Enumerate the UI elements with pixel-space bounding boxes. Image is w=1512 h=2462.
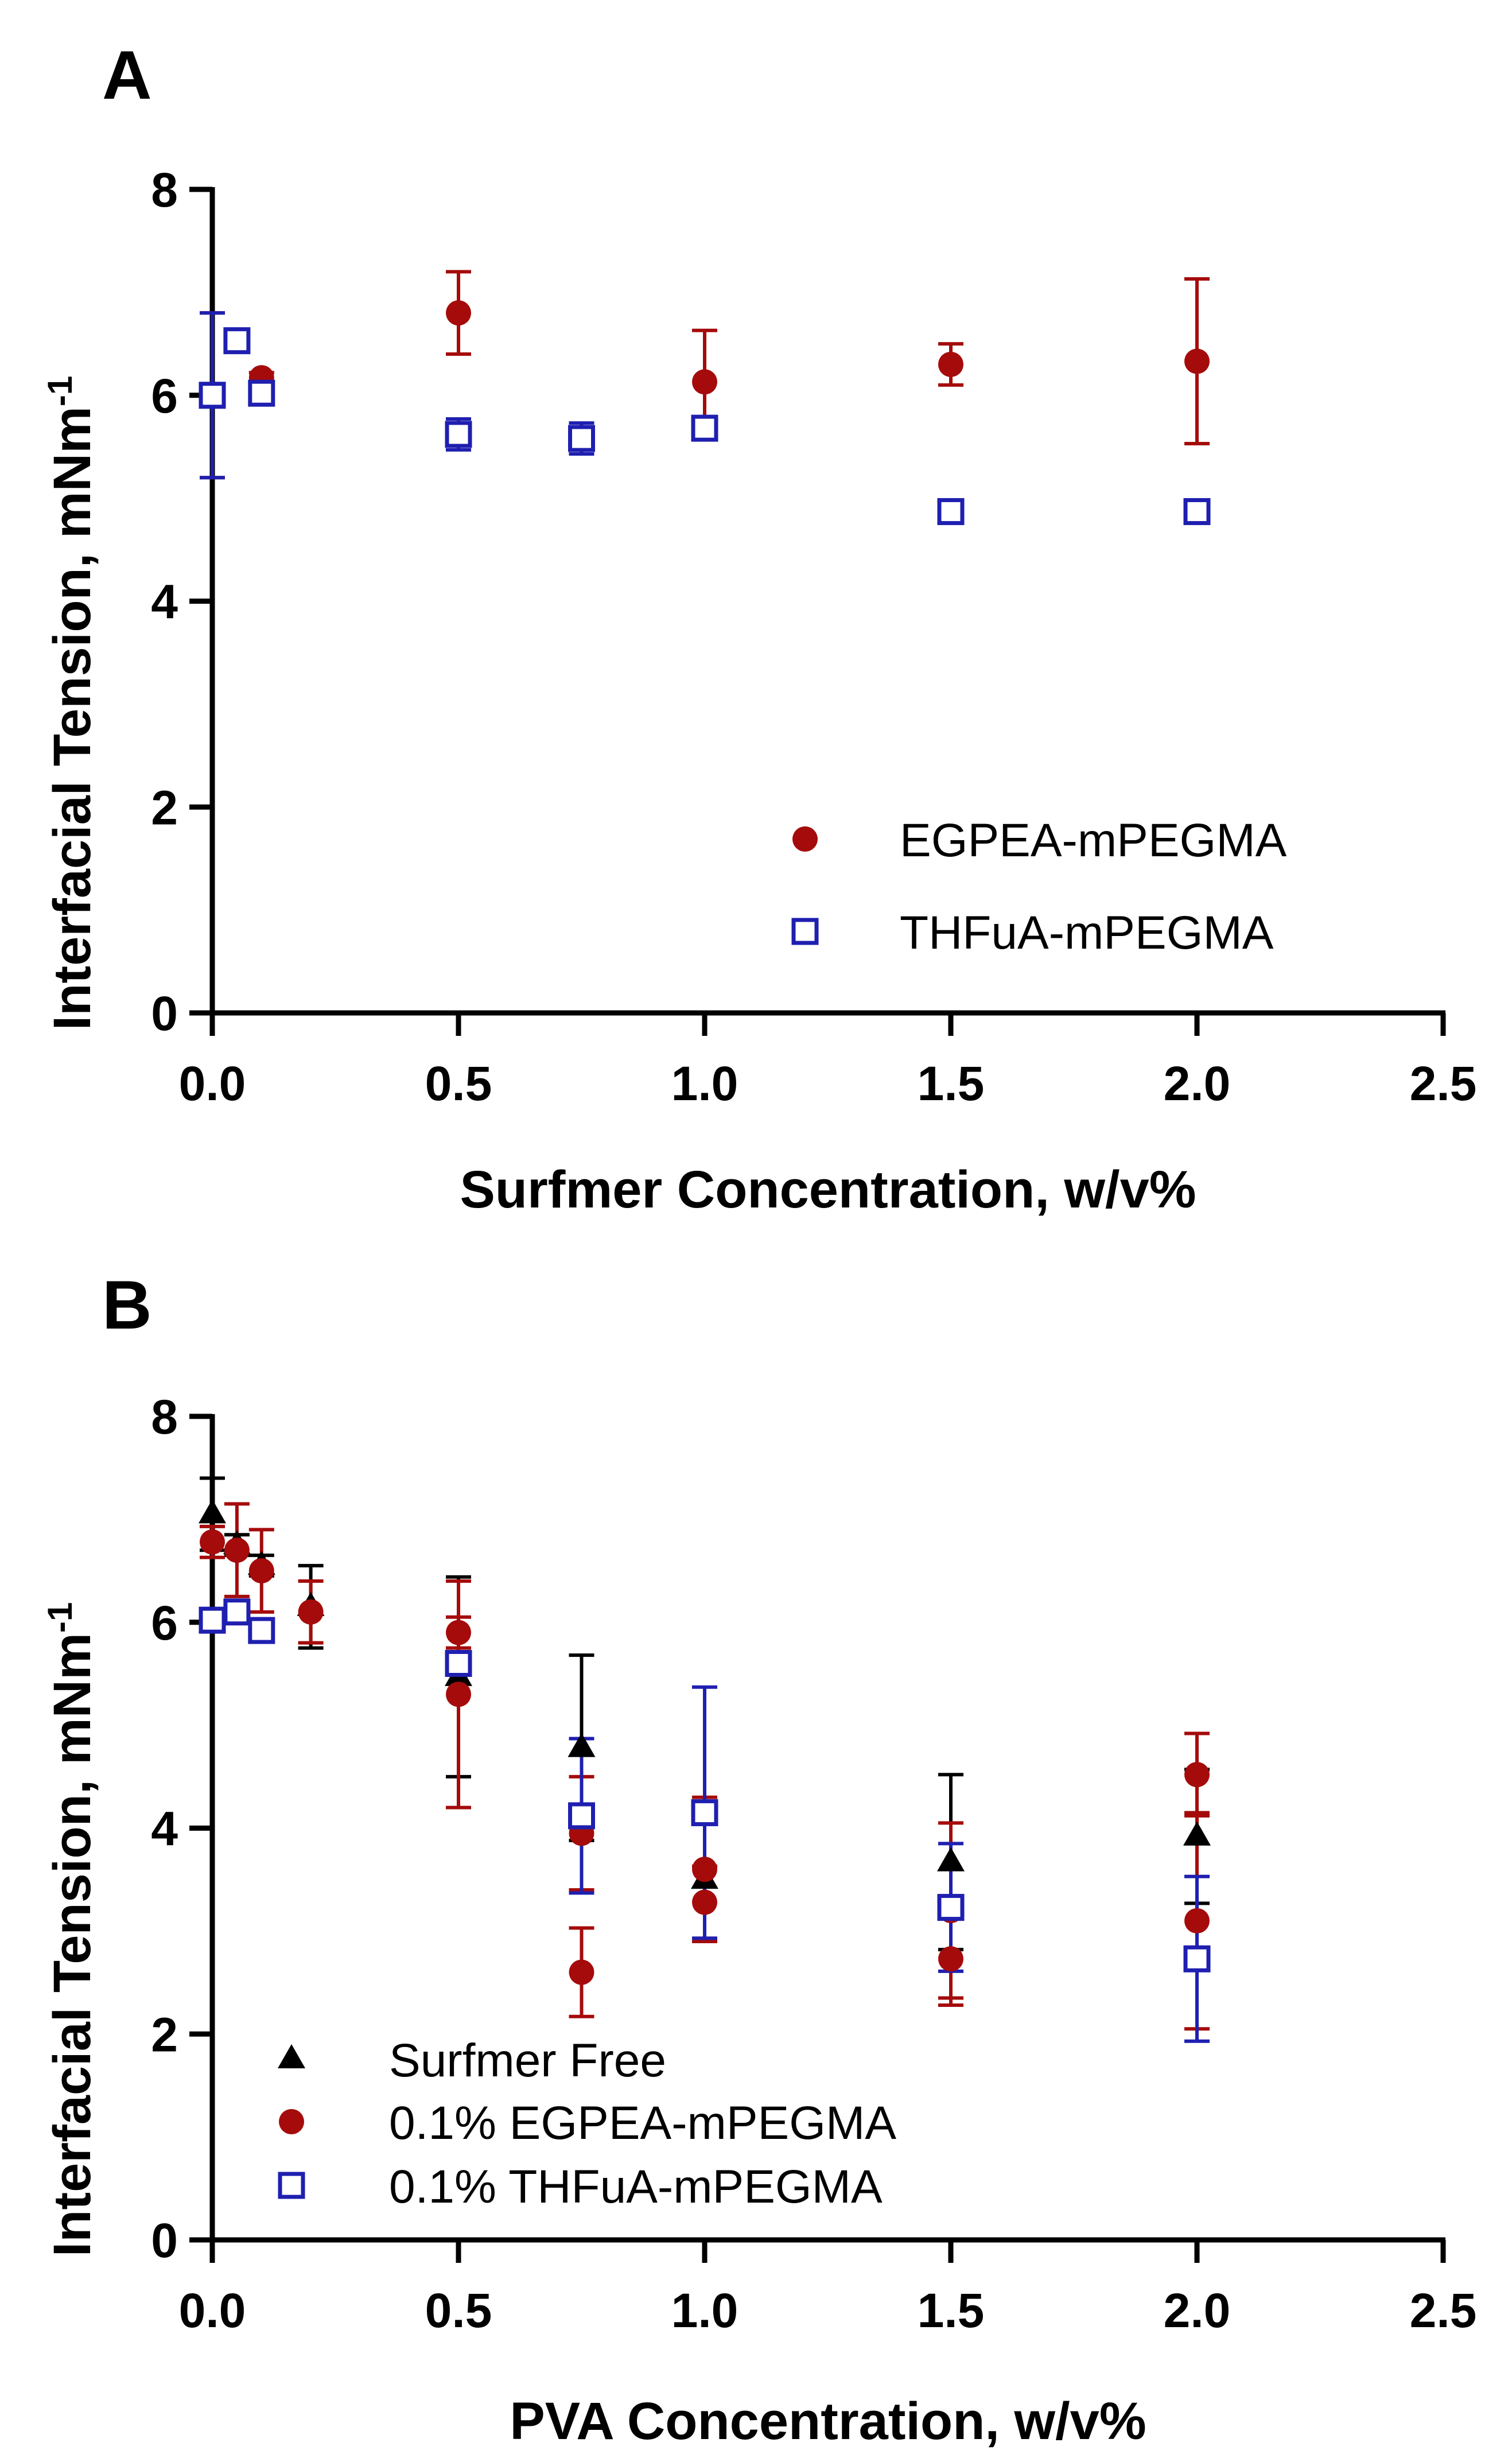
y-tick-label-a: 6 (151, 369, 178, 423)
y-axis-label-a-sup: -1 (41, 376, 79, 406)
data-point-a-thfua (1183, 498, 1211, 525)
data-point-b-egpea (224, 1537, 250, 1563)
x-tick-label-b: 1.5 (918, 2284, 985, 2337)
legend-a-label-thfua: THFuA-mPEGMA (900, 907, 1274, 959)
data-point-b-egpea (446, 1620, 471, 1645)
x-tick-label-b: 0.5 (425, 2284, 492, 2337)
data-point-b-egpea (298, 1599, 324, 1625)
x-tick-label-a: 1.0 (671, 1057, 738, 1110)
panel-a: A 0 2 4 6 8 0.0 0.5 1.0 1.5 2.0 2.5 Surfmer Concen… (41, 37, 1476, 1219)
x-tick-label-a: 2.0 (1164, 1057, 1231, 1110)
plot-b: 0 2 4 6 8 0.0 0.5 1.0 1.5 2.0 2.5 (151, 1390, 1476, 2337)
legend-b-marker-egpea (279, 2109, 304, 2134)
y-tick-label-b: 6 (151, 1596, 178, 1650)
legend-a-item-egpea: EGPEA-mPEGMA (792, 814, 1287, 867)
data-point-b-thfua (1183, 1945, 1211, 1972)
data-point-b-free (1183, 1821, 1211, 1846)
plot-a: 0 2 4 6 8 0.0 0.5 1.0 1.5 2.0 2.5 (151, 163, 1476, 1110)
x-tick-label-a: 0.5 (425, 1057, 492, 1110)
y-tick-label-b: 4 (151, 1802, 178, 1856)
data-point-b-egpea (938, 1946, 963, 1972)
data-point-a-thfua (248, 379, 275, 407)
legend-b-item-egpea: 0.1% EGPEA-mPEGMA (279, 2097, 896, 2149)
data-point-b-thfua (937, 1894, 965, 1921)
y-axis-label-b-sup: -1 (41, 1602, 79, 1633)
data-point-a-thfua (199, 382, 226, 409)
data-point-a-egpea (692, 369, 717, 395)
data-point-b-free (568, 1733, 596, 1757)
data-point-b-thfua (248, 1617, 275, 1644)
legend-a-label-egpea: EGPEA-mPEGMA (900, 814, 1287, 867)
y-tick-label-b: 2 (151, 2007, 178, 2061)
x-tick-label-a: 1.5 (918, 1057, 985, 1110)
legend-a-marker-egpea (792, 826, 818, 852)
data-point-a-thfua (568, 425, 595, 452)
legend-a-marker-thfua (791, 918, 819, 945)
legend-b-label-egpea: 0.1% EGPEA-mPEGMA (389, 2097, 896, 2149)
x-tick-label-a: 0.0 (179, 1057, 246, 1110)
data-point-b-thfua (568, 1802, 595, 1830)
data-point-b-thfua (223, 1598, 251, 1626)
data-point-b-egpea (1184, 1908, 1210, 1933)
data-point-b-egpea (692, 1857, 717, 1882)
x-tick-label-b: 1.0 (671, 2284, 738, 2337)
legend-a-item-thfua: THFuA-mPEGMA (791, 907, 1274, 959)
x-tick-label-b: 2.5 (1410, 2284, 1477, 2337)
legend-b-item-free: Surfmer Free (278, 2034, 666, 2087)
data-point-b-egpea (1184, 1762, 1210, 1788)
y-axis-label-a-text: Interfacial Tension, mNm (43, 406, 102, 1030)
data-point-b-thfua (691, 1799, 718, 1827)
data-point-b-free (199, 1499, 226, 1524)
data-point-a-egpea (938, 351, 963, 377)
data-point-b-egpea (248, 1558, 274, 1584)
y-tick-label-b: 0 (151, 2214, 178, 2267)
legend-b-label-free: Surfmer Free (389, 2034, 666, 2087)
data-point-a-thfua (445, 421, 472, 448)
data-point-a-thfua (937, 498, 965, 525)
legend-b-marker-thfua (278, 2172, 305, 2199)
data-point-a-thfua (223, 327, 251, 355)
data-point-a-egpea (1184, 348, 1210, 374)
x-axis-label-b: PVA Concentration, w/v% (510, 2392, 1146, 2451)
data-point-a-egpea (446, 300, 471, 326)
legend-b: Surfmer Free 0.1% EGPEA-mPEGMA 0.1% THFu… (278, 2034, 896, 2213)
data-point-b-thfua (445, 1650, 472, 1677)
x-axis-label-a: Surfmer Concentration, w/v% (460, 1160, 1196, 1219)
data-point-b-egpea (569, 1959, 594, 1985)
data-point-b-egpea (692, 1889, 717, 1915)
data-point-b-thfua (199, 1606, 226, 1634)
y-axis-label-a: Interfacial Tension, mNm-1 (41, 376, 102, 1031)
y-tick-label-a: 4 (151, 575, 178, 629)
y-axis-label-b: Interfacial Tension, mNm-1 (41, 1602, 102, 2257)
panel-letter-a: A (102, 37, 152, 114)
y-tick-label-a: 2 (151, 780, 178, 834)
panel-b: B 0 2 4 6 8 0.0 0.5 1.0 1.5 2.0 2.5 PVA Concentrat… (41, 1267, 1476, 2451)
data-point-b-egpea (446, 1682, 471, 1707)
legend-b-item-thfua: 0.1% THFuA-mPEGMA (278, 2161, 883, 2213)
data-point-a-thfua (691, 414, 718, 442)
y-axis-label-b-text: Interfacial Tension, mNm (43, 1633, 102, 2257)
legend-a: EGPEA-mPEGMA THFuA-mPEGMA (791, 814, 1287, 959)
x-tick-label-b: 2.0 (1164, 2284, 1231, 2337)
panel-letter-b: B (102, 1267, 152, 1343)
data-point-b-free (937, 1847, 965, 1871)
x-tick-label-b: 0.0 (179, 2284, 246, 2337)
legend-b-marker-free (278, 2044, 305, 2068)
data-point-b-egpea (200, 1529, 225, 1555)
legend-b-label-thfua: 0.1% THFuA-mPEGMA (389, 2161, 883, 2213)
y-tick-label-b: 8 (151, 1390, 178, 1444)
y-tick-label-a: 0 (151, 987, 178, 1040)
x-tick-label-a: 2.5 (1410, 1057, 1477, 1110)
y-tick-label-a: 8 (151, 163, 178, 217)
